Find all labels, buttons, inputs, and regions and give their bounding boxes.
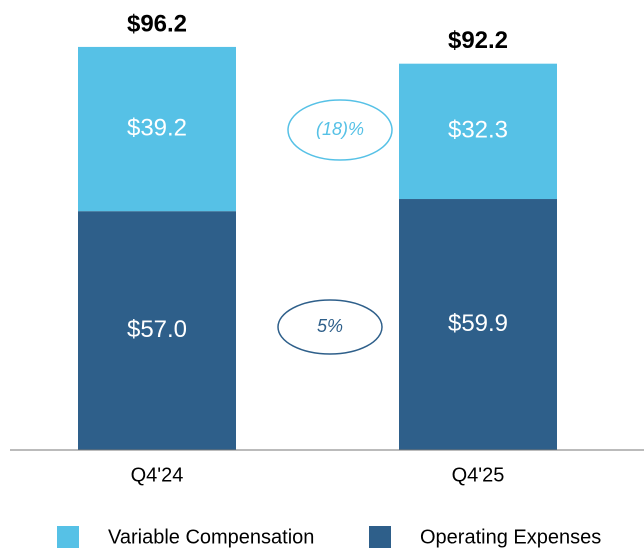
annotation-oval: [287, 99, 393, 161]
annotation-oval: [277, 299, 383, 355]
x-tick-label: Q4'25: [452, 464, 505, 486]
bar-segment: [78, 211, 236, 450]
annotation: 5%: [317, 316, 343, 336]
x-tick-label: Q4'24: [131, 464, 184, 486]
value-label: $57.0: [127, 316, 187, 343]
bar-segment: [78, 46, 236, 212]
value-label: $59.9: [448, 310, 508, 337]
annotation: (18)%: [316, 119, 364, 139]
total-label: $92.2: [448, 27, 508, 54]
legend-swatch: [369, 526, 391, 548]
legend-label: Operating Expenses: [420, 526, 601, 548]
total-label: $96.2: [127, 10, 187, 37]
legend-label: Variable Compensation: [108, 526, 314, 548]
value-label: $32.3: [448, 117, 508, 144]
bar-segment: [399, 199, 557, 450]
value-label: $39.2: [127, 114, 187, 141]
legend-swatch: [57, 526, 79, 548]
bar-segment: [399, 63, 557, 200]
